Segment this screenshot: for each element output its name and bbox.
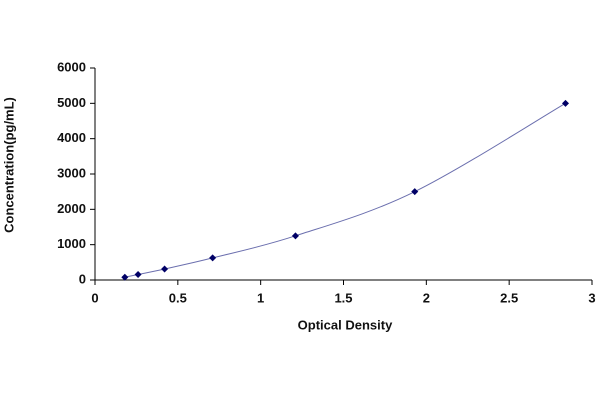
x-axis-label: Optical Density [298, 317, 393, 332]
y-tick-label: 5000 [57, 95, 86, 110]
y-tick-label: 2000 [57, 201, 86, 216]
y-tick-label: 1000 [57, 236, 86, 251]
x-tick-label: 2 [423, 290, 430, 305]
point [134, 270, 142, 278]
x-tick-label: 0.5 [169, 290, 187, 305]
x-tick-label: 1 [257, 290, 264, 305]
point [161, 265, 169, 273]
y-tick-label: 6000 [57, 59, 86, 74]
y-tick-label: 0 [79, 271, 86, 286]
x-tick-label: 3 [588, 290, 595, 305]
y-axis-label: Concentration(pg/mL) [1, 97, 16, 233]
point [121, 273, 129, 281]
point [291, 232, 299, 240]
y-tick-label: 4000 [57, 130, 86, 145]
point [411, 188, 419, 196]
x-tick-label: 2.5 [500, 290, 518, 305]
y-tick-label: 3000 [57, 165, 86, 180]
point [209, 254, 217, 262]
x-tick-label: 0 [91, 290, 98, 305]
x-tick-label: 1.5 [334, 290, 352, 305]
point [561, 99, 569, 107]
